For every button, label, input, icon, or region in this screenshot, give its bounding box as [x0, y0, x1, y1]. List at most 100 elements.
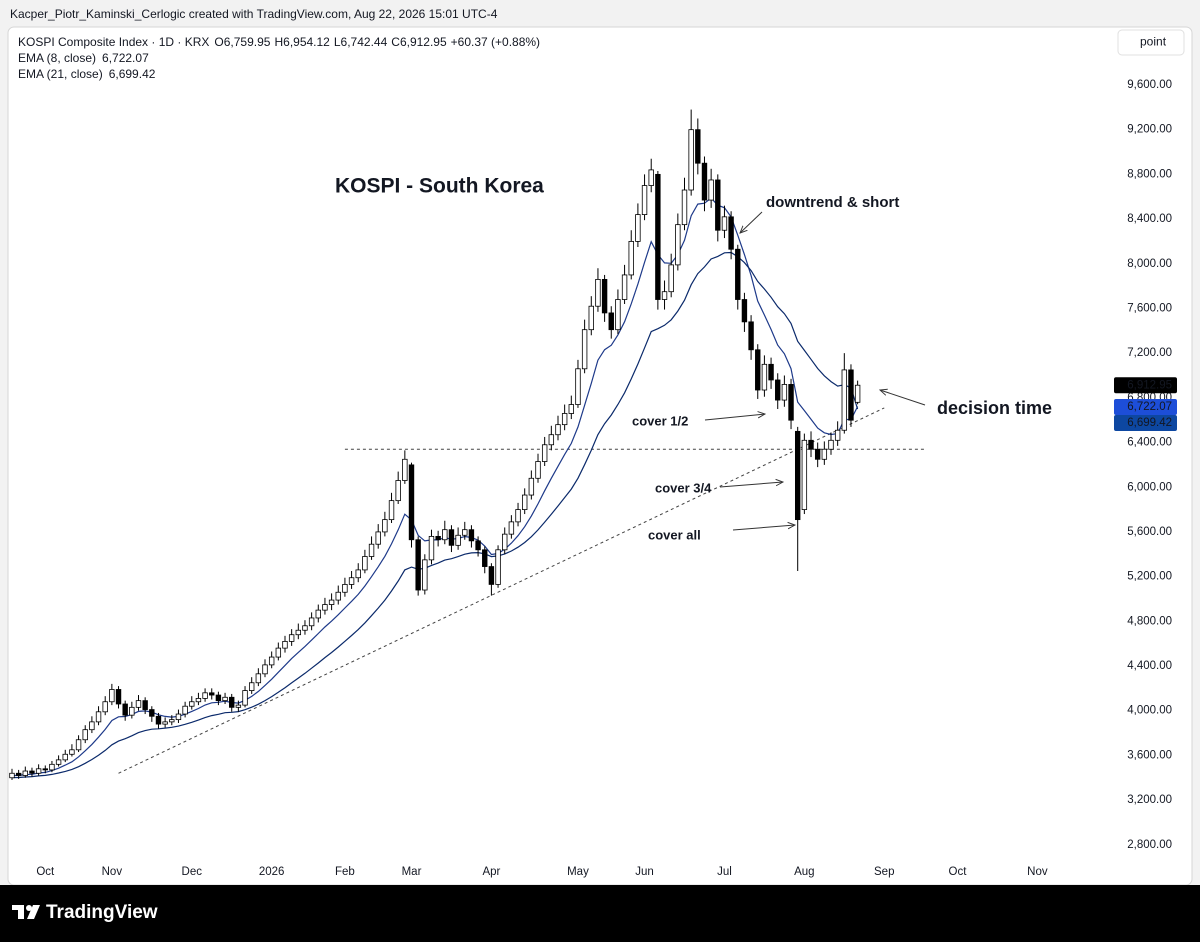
y-tick-label: 6,400.00 [1127, 437, 1172, 449]
annotation-arrow [704, 414, 765, 421]
x-tick-label: May [567, 866, 589, 878]
candle-body [262, 664, 268, 675]
candle-body [169, 719, 175, 723]
y-tick-label: 5,200.00 [1127, 571, 1172, 583]
x-tick-label: Nov [102, 866, 123, 878]
legend-value: 6,912.95 [400, 35, 447, 49]
x-tick-label: Feb [335, 866, 355, 878]
candle-body [455, 534, 461, 546]
candle-body [462, 529, 468, 536]
candle-body [395, 480, 401, 502]
annotation-arrow [719, 482, 783, 488]
candle-body [15, 772, 22, 776]
y-tick-label: 9,200.00 [1127, 124, 1172, 136]
candle-body [668, 264, 674, 293]
annotation-arrow [732, 525, 795, 531]
candle-body [328, 599, 335, 605]
candle-body [561, 413, 568, 426]
candle-body [149, 709, 155, 717]
candle-body [628, 241, 634, 276]
footer-brand: TradingView [46, 902, 158, 923]
candle-body [408, 464, 415, 541]
candle-body [175, 713, 182, 721]
candle-body [142, 700, 148, 710]
x-tick-label: Dec [182, 866, 203, 878]
y-tick-label: 3,600.00 [1127, 749, 1172, 761]
x-tick-label: Mar [402, 866, 422, 878]
candle-body [555, 424, 561, 436]
legend-key: C [391, 35, 400, 49]
header: Kacper_Piotr_Kaminski_Cerlogic created w… [10, 7, 498, 21]
candle-body [282, 641, 288, 649]
legend-change: +60.37 (+0.88%) [451, 35, 540, 49]
y-tick-label: 4,800.00 [1127, 615, 1172, 627]
candle-body [102, 701, 108, 713]
candle-body [595, 279, 601, 307]
candle-body [841, 369, 848, 431]
candle-body [9, 772, 15, 779]
ema-tag: 6,722.07 [1127, 401, 1172, 413]
plot-area [9, 109, 925, 780]
candle-body [95, 711, 102, 723]
y-tick-label: 8,400.00 [1127, 213, 1172, 225]
candle-body [568, 404, 575, 414]
candle-body [182, 705, 188, 715]
logo-mark [27, 905, 40, 919]
candle-body [788, 384, 794, 421]
x-tick-label: 2026 [259, 866, 285, 878]
ema-tag-bg [1114, 399, 1177, 415]
last-price-tag: 6,912.95 [1127, 379, 1172, 391]
candle-body [382, 519, 388, 533]
candle-body [162, 721, 168, 725]
candle-body [415, 539, 421, 591]
y-tick-label: 6,000.00 [1127, 481, 1172, 493]
annotation: decision time [937, 398, 1052, 418]
candle-body [655, 173, 661, 300]
candle-body [721, 216, 728, 231]
candle-body [775, 379, 781, 401]
mode-button-label[interactable]: point [1140, 35, 1167, 49]
candle-body [608, 312, 614, 331]
candle-body [854, 384, 861, 403]
candle-body [821, 448, 828, 460]
candle-body [728, 216, 734, 250]
candle-body [375, 531, 381, 545]
candle-body [335, 591, 341, 601]
candle-body [135, 700, 142, 708]
ema-line [11, 251, 859, 779]
candle-body [548, 434, 555, 446]
candle-body [708, 179, 714, 201]
legend-value: 6,759.95 [224, 35, 271, 49]
candle-body [242, 690, 248, 706]
candle-body [355, 569, 361, 579]
candle-body [368, 543, 375, 557]
candle-body [588, 305, 594, 331]
candle-body [275, 647, 282, 658]
candle-body [229, 696, 235, 708]
y-tick-label: 8,800.00 [1127, 168, 1172, 180]
y-tick-label: 7,600.00 [1127, 302, 1172, 314]
y-tick-label: 7,200.00 [1127, 347, 1172, 359]
logo-mark [18, 905, 24, 919]
candle-body [235, 704, 242, 708]
y-tick-label: 4,400.00 [1127, 660, 1172, 672]
candle-body [675, 224, 681, 266]
legend-series-name: EMA (8, close) [18, 51, 96, 65]
candle-body [681, 189, 688, 226]
mode-button[interactable] [1117, 29, 1185, 56]
y-tick-label: 8,000.00 [1127, 258, 1172, 270]
candle-body [122, 703, 128, 716]
candle-body [288, 634, 295, 642]
candle-body [502, 533, 508, 551]
logo [12, 905, 40, 919]
candle-body [302, 625, 308, 631]
candle-body [615, 299, 621, 331]
candle-body [475, 540, 481, 551]
candle-body [42, 768, 48, 771]
candle-body [641, 185, 648, 215]
candle-body [761, 363, 768, 391]
candle-body [748, 321, 754, 351]
candle-body [22, 770, 29, 776]
candle-body [768, 363, 774, 381]
